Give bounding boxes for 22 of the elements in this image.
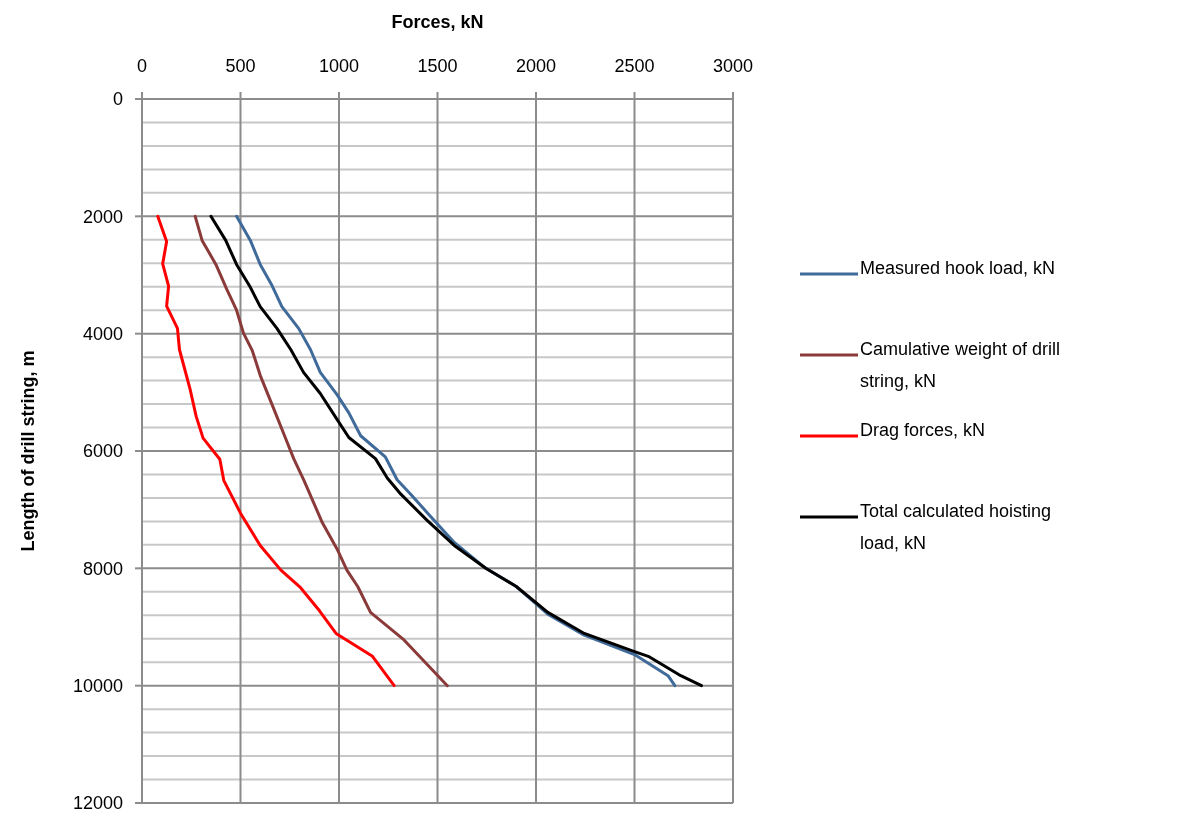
x-tick-label: 1500 [417,56,458,76]
y-tick-label: 12000 [72,793,123,814]
y-tick-label: 8000 [82,558,123,579]
y-tick-label: 0 [112,89,123,110]
legend-label: Drag forces, kN [860,420,986,440]
legend-label: Total calculated hoisting load, kN [860,501,1052,554]
line-series [156,214,396,688]
x-tick-label: 3000 [712,56,754,76]
x-tick-label: 2000 [515,56,557,76]
line-series [193,214,449,688]
y-tick-label: 6000 [82,441,123,462]
legend-label: Camulative weight of drill string, kN [860,339,1061,392]
y-tick-label: 4000 [82,323,123,344]
y-tick-label: 2000 [82,206,123,227]
x-axis-title: Forces, kN [391,12,484,32]
y-tick-label: 10000 [72,675,123,696]
x-tick-label: 500 [225,56,256,76]
x-tick-label: 1000 [318,56,360,76]
x-tick-label: 0 [136,56,148,76]
legend-label: Measured hook load, kN [860,258,1056,278]
y-axis-title: Length of drill string, m [18,350,38,552]
x-tick-label: 2500 [614,56,655,76]
